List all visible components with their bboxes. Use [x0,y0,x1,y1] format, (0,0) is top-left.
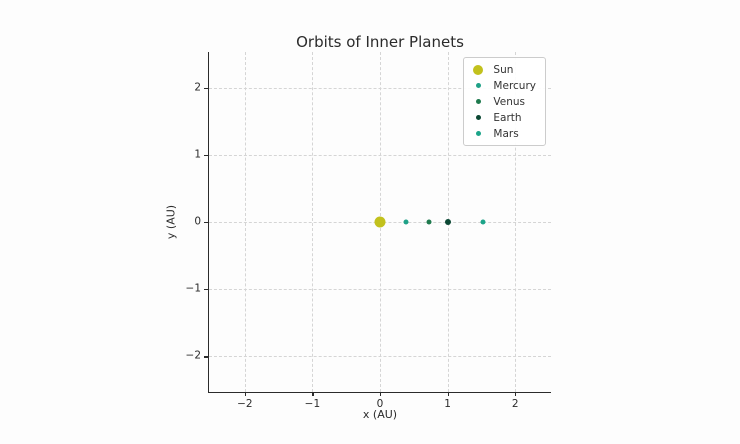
x-tick-mark [312,392,314,396]
y-gridline [209,289,551,291]
legend-item: Mars [471,126,536,141]
y-tick-label: 0 [194,215,201,228]
data-point-earth [444,219,451,225]
plot-area: Sun Mercury Venus Earth Mars −2 −1 0 1 2 −2 −1 0 1 2 [186,52,551,410]
legend-marker-mercury [475,83,481,88]
legend-label: Mercury [493,79,536,92]
legend-marker-venus [475,99,481,104]
y-tick-mark [204,222,208,224]
x-tick-label: −2 [237,398,253,410]
legend-label: Earth [493,111,522,124]
x-tick-label: 2 [511,398,519,410]
legend-item: Venus [471,94,536,109]
legend: Sun Mercury Venus Earth Mars [463,57,546,146]
data-point-mars [480,219,486,225]
data-point-mercury [403,219,409,225]
legend-marker-wrap [471,131,485,136]
data-point-venus [426,219,432,225]
y-tick-mark [204,289,208,291]
legend-label: Venus [493,95,526,108]
y-tick-label: −1 [185,282,201,295]
x-axis-spine [208,392,551,394]
legend-marker-earth [475,115,481,120]
y-tick-mark [204,87,208,89]
y-tick-label: 1 [194,148,201,161]
legend-marker-sun [473,64,484,75]
x-tick-mark [380,392,382,396]
legend-label: Mars [493,127,519,140]
legend-marker-wrap [471,99,485,104]
x-tick-label: 0 [376,398,384,410]
x-tick-label: −1 [304,398,321,410]
y-gridline [209,154,551,156]
x-tick-mark [244,392,246,396]
legend-marker-wrap [471,83,485,88]
x-tick-label: 1 [444,398,451,410]
legend-marker-mars [475,131,481,136]
x-tick-mark [515,392,517,396]
y-tick-mark [204,154,208,156]
x-axis-label: x (AU) [362,408,398,421]
legend-item: Earth [471,110,536,125]
y-tick-mark [204,356,208,358]
y-gridline [209,87,551,89]
x-tick-mark [447,392,449,396]
y-tick-label: 2 [194,81,201,94]
y-gridline [209,356,551,358]
legend-marker-wrap [471,64,485,75]
legend-item: Sun [471,62,536,77]
y-tick-label: −2 [185,349,201,362]
legend-item: Mercury [471,78,536,93]
legend-label: Sun [493,63,514,76]
legend-marker-wrap [471,115,485,120]
y-axis-label: y (AU) [164,204,178,240]
y-axis-spine [208,52,210,392]
chart-title: Orbits of Inner Planets [296,33,464,51]
data-point-sun [374,216,386,228]
